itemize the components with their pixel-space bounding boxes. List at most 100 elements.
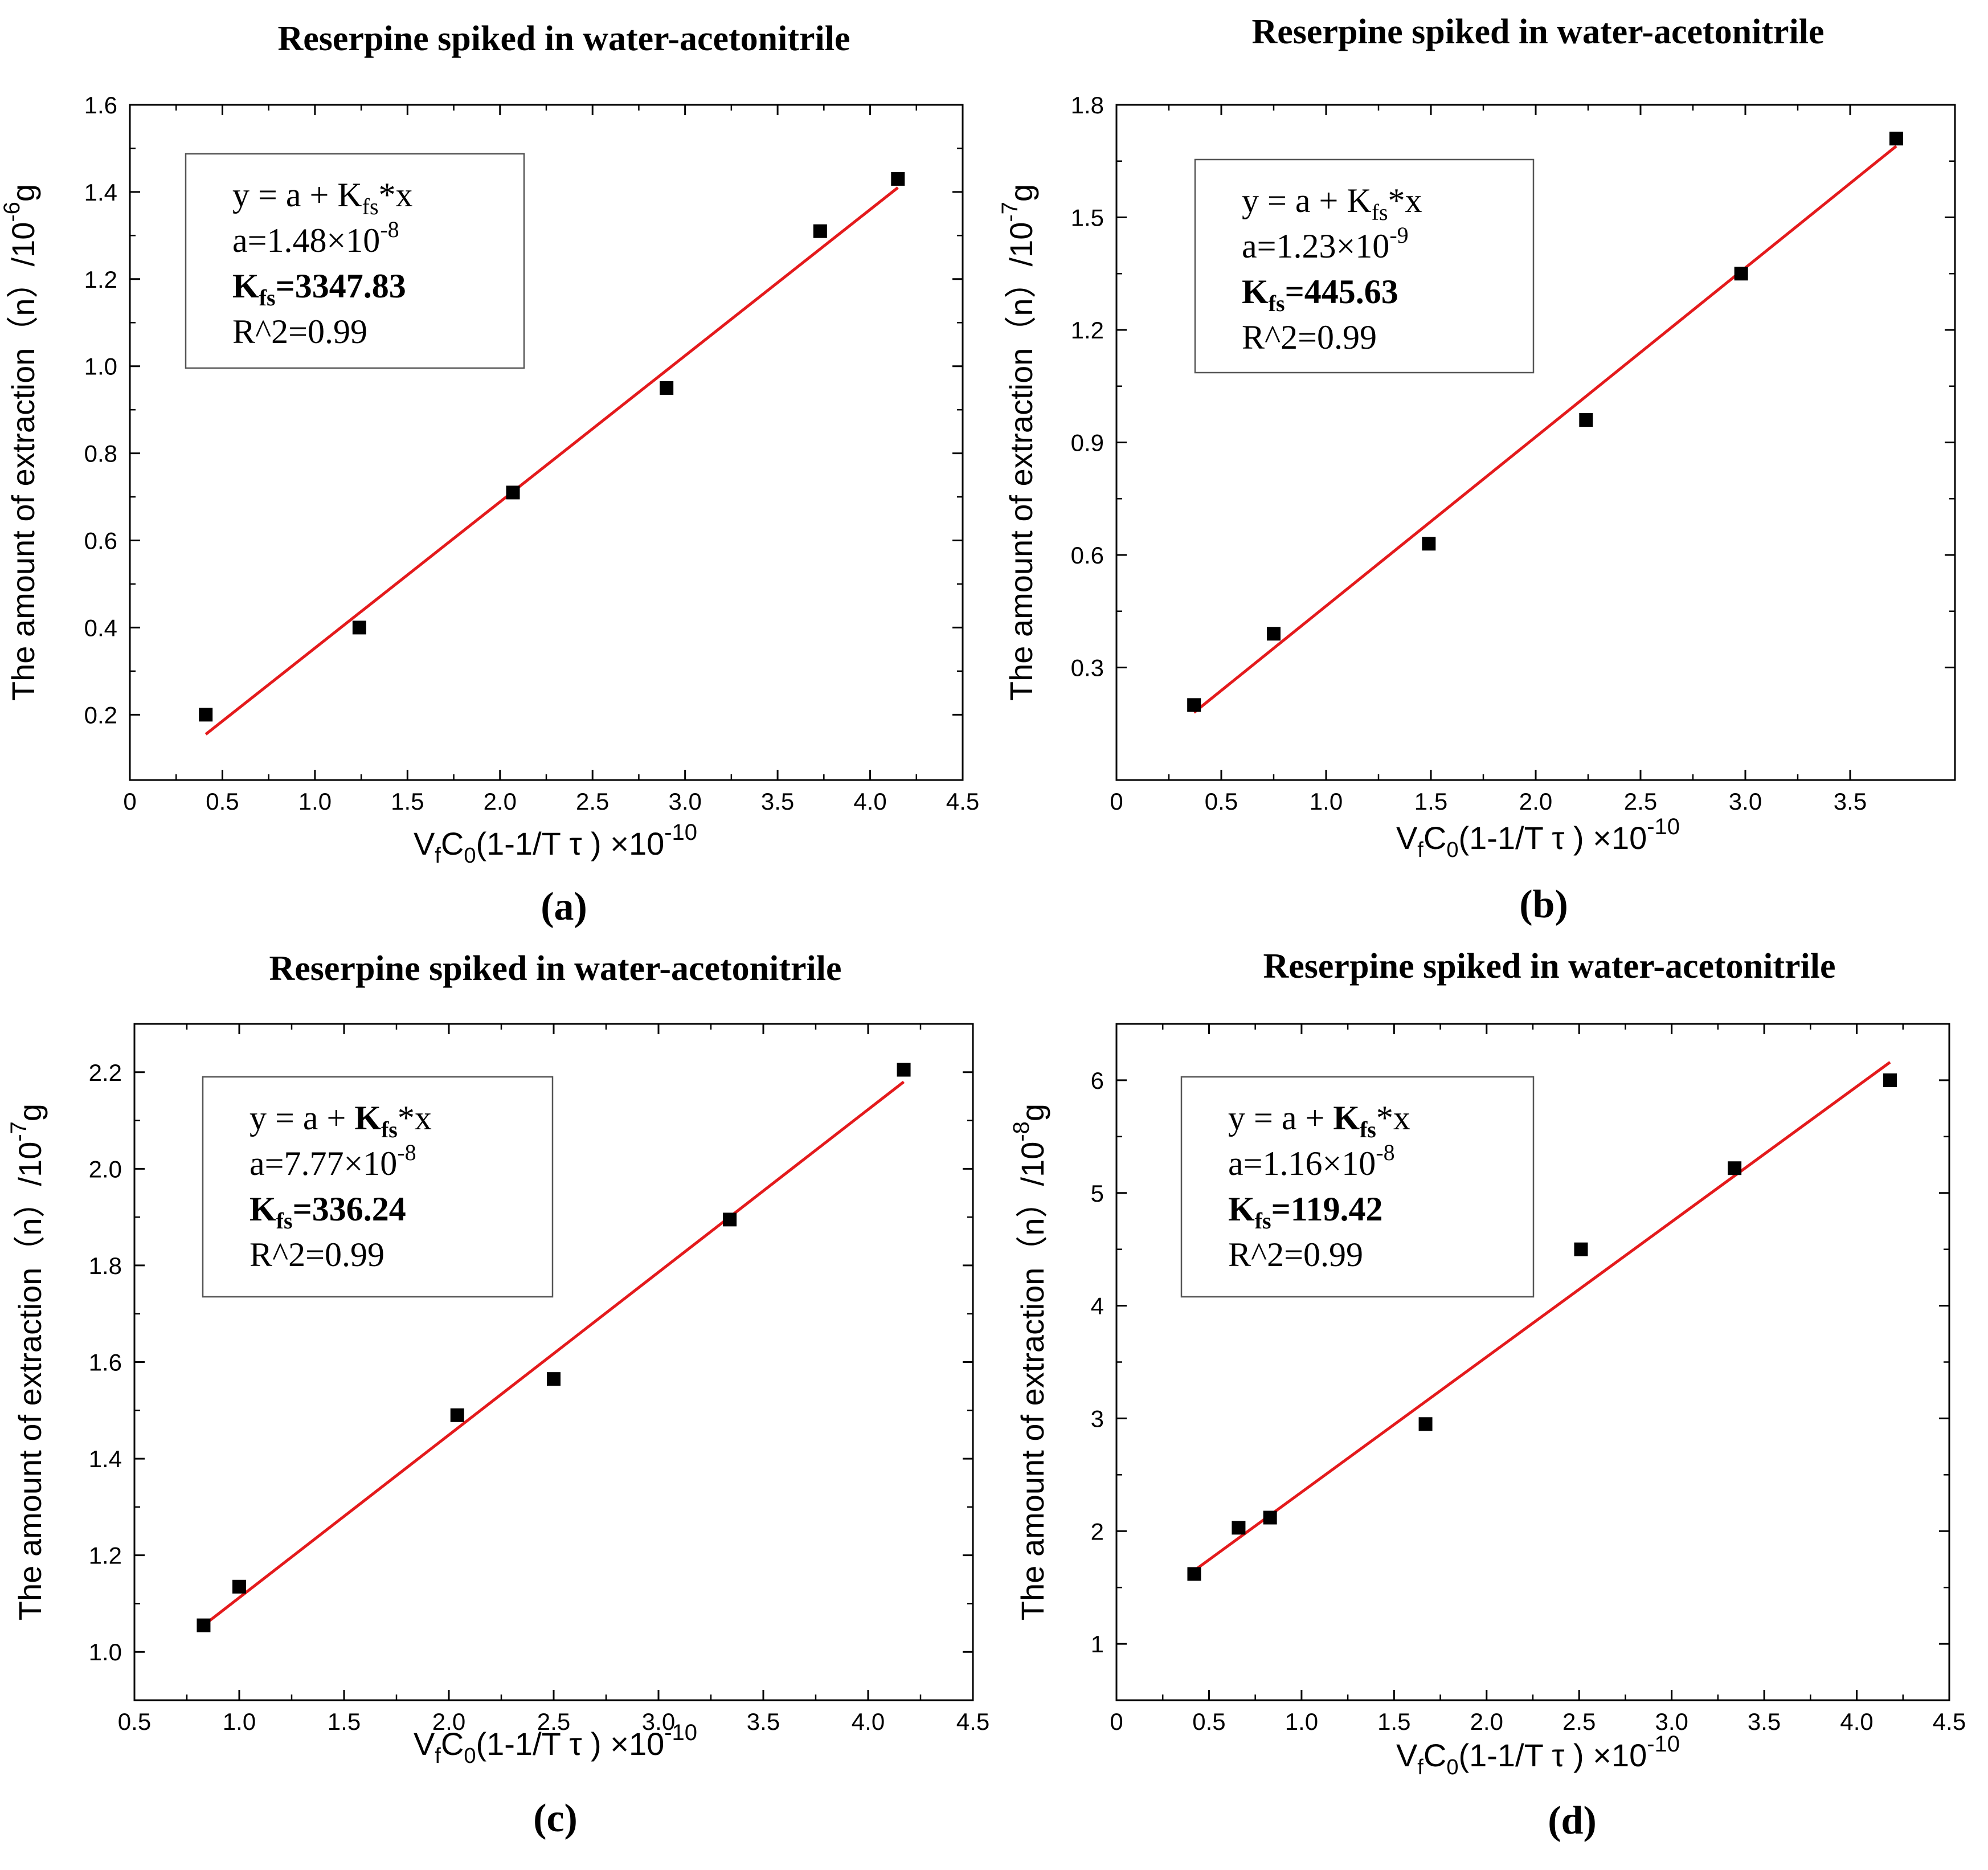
x-label-sub-f: f — [435, 1744, 441, 1768]
y-tick-label: 0.3 — [1071, 655, 1104, 681]
k-subscript: fs — [259, 285, 276, 311]
x-label-sub-0: 0 — [1446, 1755, 1458, 1779]
data-point — [1728, 1161, 1742, 1175]
y-tick-label: 1.8 — [1071, 92, 1104, 119]
data-point — [1187, 698, 1201, 712]
y-label-unit: g — [1015, 1104, 1050, 1121]
x-label-c: C — [1423, 820, 1446, 856]
data-point — [547, 1372, 561, 1386]
y-tick-label: 6 — [1091, 1067, 1104, 1094]
equation-line: y = a + Kfs*x — [1242, 182, 1422, 225]
intercept-exponent: -8 — [397, 1140, 416, 1165]
intercept-line: a=1.48×10-8 — [232, 217, 399, 259]
y-tick-label: 0.6 — [84, 528, 117, 554]
x-tick-label: 1.5 — [1377, 1708, 1410, 1735]
y-tick-label: 4 — [1091, 1293, 1104, 1320]
x-tick-label: 3.0 — [1729, 788, 1762, 815]
equation-line: y = a + Kfs*x — [249, 1099, 432, 1142]
intercept-value: a=1.16×10 — [1228, 1145, 1376, 1182]
y-label-unit: g — [5, 184, 41, 202]
y-tick-label: 2 — [1091, 1518, 1104, 1545]
y-tick-label: 1.8 — [89, 1252, 122, 1279]
y-label-unit: g — [12, 1104, 48, 1121]
y-label-exponent: -7 — [997, 202, 1022, 222]
chart-title: Reserpine spiked in water-acetonitrile — [1251, 13, 1824, 51]
x-tick-label: 2.0 — [1470, 1708, 1503, 1735]
equation-text: y = a + — [249, 1099, 354, 1137]
data-point — [450, 1408, 464, 1422]
y-axis-label: The amount of extraction（n）/10-7g — [997, 184, 1039, 701]
y-label-exponent: -7 — [6, 1121, 31, 1142]
data-point — [199, 708, 213, 722]
intercept-exponent: -8 — [380, 217, 399, 242]
x-label-tail: (1-1/T τ ) ×10 — [476, 826, 664, 861]
x-label-sub-f: f — [1417, 1755, 1423, 1779]
data-point — [1232, 1521, 1246, 1535]
x-tick-label: 0 — [123, 788, 136, 815]
k-value: =336.24 — [293, 1190, 406, 1228]
data-point — [891, 172, 905, 186]
x-tick-label: 3.5 — [1834, 788, 1867, 815]
x-tick-label: 0.5 — [1192, 1708, 1225, 1735]
y-tick-label: 2.2 — [89, 1059, 122, 1086]
k-subscript: fs — [276, 1208, 293, 1234]
x-axis-label: VfC0(1-1/T τ ) ×10-10 — [414, 820, 697, 868]
x-label-exponent: -10 — [664, 820, 697, 845]
x-tick-label: 0.5 — [206, 788, 239, 815]
panel-label: (d) — [1548, 1799, 1597, 1843]
k-value: =3347.83 — [276, 267, 406, 305]
intercept-exponent: -9 — [1389, 222, 1408, 248]
y-tick-label: 1.2 — [89, 1542, 122, 1569]
x-tick-label: 1.0 — [298, 788, 332, 815]
y-label-unit: g — [1003, 184, 1039, 202]
equation-k: K — [337, 176, 362, 214]
intercept-value: a=7.77×10 — [249, 1145, 397, 1182]
equation-box — [1194, 158, 1535, 374]
k-subscript: fs — [1269, 291, 1285, 316]
equation-line: y = a + Kfs*x — [1228, 1099, 1410, 1142]
r-squared: R^2=0.99 — [1228, 1236, 1363, 1273]
data-point — [660, 381, 674, 395]
y-label-exponent: -6 — [0, 202, 24, 222]
x-tick-label: 1.5 — [391, 788, 424, 815]
x-label-v: V — [1396, 1737, 1418, 1773]
x-tick-label: 1.5 — [1414, 788, 1447, 815]
x-tick-label: 2.5 — [537, 1708, 570, 1735]
equation-tail: *x — [398, 1099, 432, 1137]
x-tick-label: 2.0 — [432, 1708, 465, 1735]
y-tick-label: 1.2 — [1071, 317, 1104, 344]
data-point — [1883, 1073, 1897, 1087]
x-label-v: V — [1396, 820, 1418, 856]
x-tick-label: 3.0 — [642, 1708, 675, 1735]
x-tick-label: 0.5 — [1205, 788, 1238, 815]
data-point — [723, 1212, 737, 1227]
x-tick-label: 4.5 — [946, 788, 979, 815]
k-value: =445.63 — [1285, 273, 1398, 311]
equation-k-subscript: fs — [1360, 1117, 1376, 1142]
data-point — [1889, 132, 1903, 146]
x-tick-label: 0 — [1110, 788, 1123, 815]
y-tick-label: 1.4 — [84, 179, 117, 206]
data-point — [1267, 627, 1281, 641]
y-axis-label: The amount of extraction（n）/10-7g — [6, 1104, 48, 1620]
x-label-c: C — [1423, 1737, 1446, 1773]
data-point — [813, 224, 827, 238]
k-subscript: fs — [1255, 1208, 1271, 1234]
intercept-line: a=1.23×10-9 — [1242, 222, 1409, 265]
chart-title: Reserpine spiked in water-acetonitrile — [1263, 947, 1835, 986]
y-tick-label: 2.0 — [89, 1156, 122, 1182]
intercept-line: a=7.77×10-8 — [249, 1140, 416, 1182]
fit-line — [204, 186, 899, 736]
y-tick-label: 3 — [1091, 1405, 1104, 1432]
x-tick-label: 4.0 — [1840, 1708, 1873, 1735]
data-point — [506, 485, 520, 500]
x-tick-label: 3.5 — [761, 788, 794, 815]
k-value-line: Kfs=336.24 — [249, 1190, 406, 1234]
data-point — [1187, 1567, 1201, 1581]
k-value-line: Kfs=445.63 — [1242, 273, 1398, 316]
x-label-c: C — [441, 826, 464, 861]
chart-panel-4: Reserpine spiked in water-acetonitrile 0 0… — [1009, 947, 1966, 1843]
data-point — [1579, 413, 1593, 427]
data-point — [352, 620, 366, 635]
x-tick-label: 0.5 — [118, 1708, 151, 1735]
